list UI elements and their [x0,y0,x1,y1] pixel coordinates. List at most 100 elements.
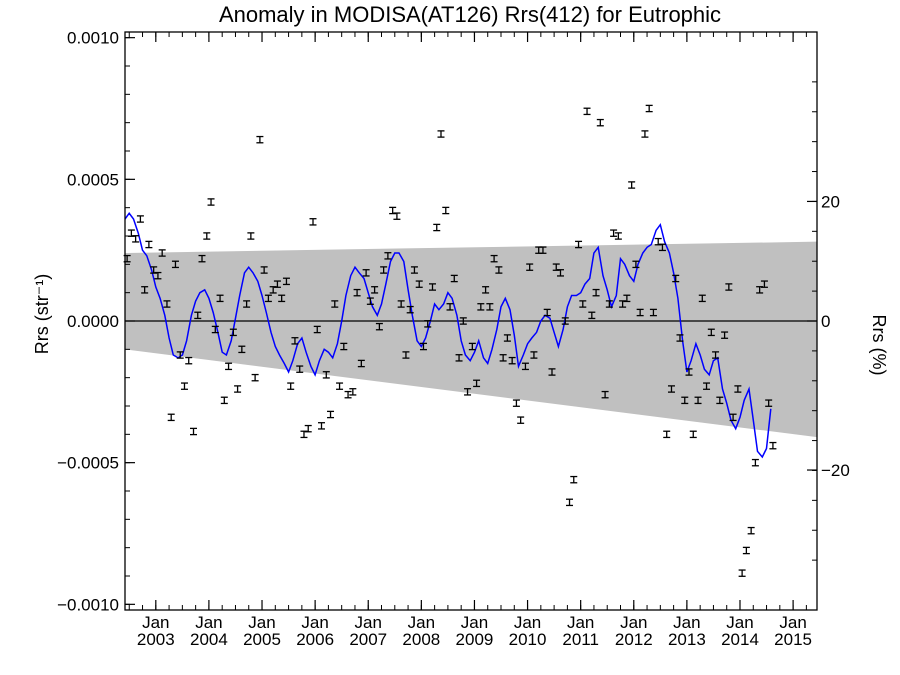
data-point [220,396,228,405]
data-point [575,240,583,249]
data-point [734,385,742,393]
data-point [539,246,547,254]
data-point [601,390,609,399]
y-tick-label-right: 20 [821,192,840,211]
data-point [556,269,564,277]
data-point [490,254,498,263]
y-axis-label-right: Rrs (%) [869,315,889,376]
data-point [486,303,494,311]
x-tick-month-label: Jan [408,613,435,632]
y-tick-label-left: −0.0010 [57,595,119,614]
data-point [371,286,379,294]
x-tick-year-label: 2013 [668,630,706,649]
data-point [313,325,321,334]
data-point [415,280,423,288]
y-tick-label-left: 0.0005 [67,170,119,189]
data-point [185,356,193,365]
data-point [357,359,365,368]
data-point [211,325,219,334]
data-point [681,396,689,405]
x-tick-month-label: Jan [514,613,541,632]
data-point [433,223,441,232]
data-point [384,252,392,260]
data-point [163,300,171,308]
data-point [318,422,326,430]
smoothed-series-line [124,212,772,459]
data-point [273,280,281,288]
data-point [769,441,777,450]
data-point [658,243,666,252]
x-tick-year-label: 2012 [615,630,653,649]
data-point [322,371,330,379]
data-point [623,294,631,303]
data-point [380,266,388,274]
data-point [203,232,211,240]
data-point [428,283,436,291]
x-tick-month-label: Jan [726,613,753,632]
data-point [482,286,490,294]
data-point [327,410,335,419]
x-tick-month-label: Jan [567,613,594,632]
x-tick-month-label: Jan [355,613,382,632]
data-point [251,373,259,382]
x-tick-month-label: Jan [301,613,328,632]
data-point [561,317,569,325]
data-point [530,351,538,359]
data-point [225,362,233,371]
data-point [353,288,361,297]
x-tick-year-label: 2010 [509,630,547,649]
data-point [685,368,693,376]
data-point [419,342,427,351]
chart-title: Anomaly in MODISA(AT126) Rrs(412) for Eu… [219,2,721,27]
data-point [154,271,162,280]
x-tick-month-label: Jan [779,613,806,632]
data-point [596,118,604,127]
data-point [424,320,432,328]
data-point [455,354,463,362]
data-point [512,399,520,407]
data-point [410,266,418,274]
data-point [548,368,556,376]
data-point [366,297,374,305]
data-point [397,300,405,308]
x-tick-year-label: 2005 [243,630,281,649]
x-tick-month-label: Jan [142,613,169,632]
data-point [362,269,370,277]
x-tick-year-label: 2009 [456,630,494,649]
data-point [526,263,534,271]
x-tick-year-label: 2007 [349,630,387,649]
data-point [291,337,299,345]
data-point [468,342,476,351]
data-point [243,300,251,308]
data-point [566,498,574,507]
x-tick-year-label: 2015 [774,630,812,649]
x-tick-year-label: 2008 [402,630,440,649]
data-point [742,546,750,555]
x-tick-year-label: 2004 [190,630,228,649]
data-point [703,382,711,390]
x-tick-year-label: 2011 [562,630,599,649]
x-tick-month-label: Jan [673,613,700,632]
data-point [649,308,657,317]
data-point [446,303,454,311]
data-point [521,362,529,371]
data-point [698,294,706,303]
data-point [264,294,272,303]
data-point [194,311,202,320]
data-point [256,135,264,144]
data-point [667,385,675,393]
data-point [751,458,759,467]
data-point [132,235,140,243]
data-point [229,328,237,337]
data-point [499,354,507,362]
data-point [375,322,383,331]
data-point [517,416,525,424]
data-point [238,345,246,354]
data-point [712,351,720,359]
data-point [628,181,636,189]
data-point [282,277,290,286]
data-point [141,286,149,294]
data-point [632,260,640,269]
data-point [747,526,755,535]
